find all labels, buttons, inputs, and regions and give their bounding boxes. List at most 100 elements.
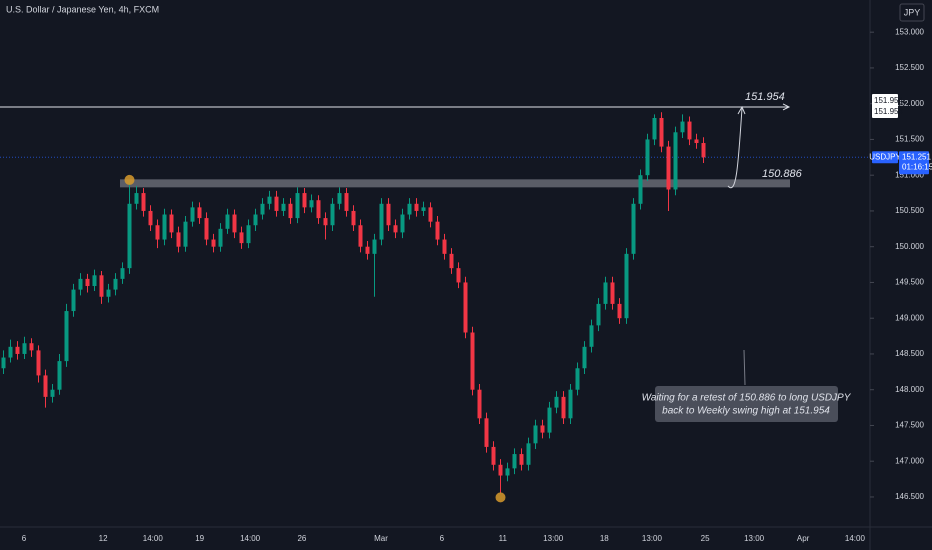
candle-body xyxy=(610,282,615,304)
level-axis-label: 151.954 xyxy=(874,107,903,116)
candle-body xyxy=(204,218,209,240)
y-tick-label: 147.000 xyxy=(895,456,924,465)
candle-body xyxy=(267,196,272,204)
candle-body xyxy=(533,425,538,444)
candle-body xyxy=(680,121,685,133)
x-tick-label: 14:00 xyxy=(143,534,164,543)
x-tick-label: 12 xyxy=(99,534,108,543)
candle-body xyxy=(491,446,496,465)
currency[interactable]: JPY xyxy=(904,7,921,17)
x-tick-label: 13:00 xyxy=(642,534,663,543)
candle-body xyxy=(239,232,244,244)
swing-high-arrow xyxy=(782,103,791,111)
x-tick-label: 13:00 xyxy=(543,534,564,543)
symbol-box xyxy=(872,151,898,164)
candle-body xyxy=(134,193,139,204)
candle-body xyxy=(281,203,286,211)
swing-marker xyxy=(495,492,506,503)
candle-body xyxy=(526,443,531,465)
candle-body xyxy=(197,207,202,219)
x-tick-label: 19 xyxy=(195,534,204,543)
candle-body xyxy=(582,346,587,369)
candle-body xyxy=(498,464,503,476)
candle-body xyxy=(673,132,678,190)
plot xyxy=(0,103,870,503)
candle-body xyxy=(50,389,55,397)
candle-body xyxy=(274,196,279,211)
candle-body xyxy=(155,225,160,240)
candle-body xyxy=(148,210,153,226)
candle-body xyxy=(463,282,468,333)
candle-body xyxy=(57,361,62,390)
candle-body xyxy=(589,325,594,347)
note-line-1: Waiting for a retest of 150.886 to long … xyxy=(642,393,852,404)
candle-body xyxy=(540,425,545,433)
candle-body xyxy=(344,193,349,211)
candle-body xyxy=(337,193,342,204)
y-tick-label: 147.500 xyxy=(895,421,924,430)
candle-body xyxy=(288,203,293,219)
candle-body xyxy=(603,282,608,304)
candle-body xyxy=(225,214,230,229)
candle-body xyxy=(309,200,314,208)
x-tick-label: 14:00 xyxy=(845,534,866,543)
candle-body xyxy=(414,203,419,211)
retest-zone xyxy=(120,179,790,188)
price-box xyxy=(899,151,929,175)
candle-body xyxy=(302,193,307,208)
candle-body xyxy=(666,146,671,190)
candle-body xyxy=(218,228,223,247)
candle-body xyxy=(624,253,629,319)
x-tick-label: 25 xyxy=(701,534,710,543)
candle-body xyxy=(169,214,174,233)
candle-body xyxy=(554,396,559,408)
x-tick-label: 26 xyxy=(297,534,306,543)
candle-body xyxy=(449,253,454,269)
candle-body xyxy=(365,246,370,254)
candle-body xyxy=(120,268,125,279)
chart-title: U.S. Dollar / Japanese Yen, 4h, FXCM xyxy=(6,4,159,14)
y-tick-label: 153.000 xyxy=(895,27,924,36)
last-price-label: 151.251 xyxy=(902,152,931,161)
x-tick-label: 13:00 xyxy=(744,534,765,543)
candle-body xyxy=(421,207,426,211)
x-tick-label: 6 xyxy=(440,534,445,543)
swing-high-label: 151.954 xyxy=(745,91,785,103)
candle-body xyxy=(106,289,111,297)
level-axis-label: 151.954 xyxy=(874,96,903,105)
candle-body xyxy=(386,203,391,226)
candle-body xyxy=(407,203,412,215)
candle-body xyxy=(92,275,97,287)
y-tick-label: 151.500 xyxy=(895,135,924,144)
y-tick-label: 152.500 xyxy=(895,63,924,72)
candle-body xyxy=(428,207,433,222)
candle-body xyxy=(113,278,118,290)
candle-body xyxy=(456,268,461,283)
candle-body xyxy=(22,343,27,354)
candle-body xyxy=(631,203,636,254)
currency-box[interactable] xyxy=(899,3,925,22)
y-tick-label: 150.000 xyxy=(895,242,924,251)
note-line-2: back to Weekly swing high at 151.954 xyxy=(662,406,830,417)
candle-body xyxy=(687,121,692,140)
candle-body xyxy=(470,332,475,390)
candle-body xyxy=(162,214,167,240)
candle-body xyxy=(190,207,195,222)
symbol-label: USDJPY xyxy=(869,152,901,161)
candle-body xyxy=(358,225,363,247)
y-tick-label: 152.000 xyxy=(895,99,924,108)
candle-body xyxy=(393,225,398,233)
x-tick-label: Mar xyxy=(374,534,388,543)
candle-body xyxy=(253,214,258,226)
candle-body xyxy=(351,210,356,226)
level-box xyxy=(872,93,898,118)
note-pointer xyxy=(743,349,746,386)
x-tick-label: 6 xyxy=(22,534,27,543)
candle-body xyxy=(561,396,566,419)
x-tick-label: 18 xyxy=(600,534,609,543)
candle-body xyxy=(379,203,384,240)
candle-body xyxy=(232,214,237,233)
candle-body xyxy=(36,350,41,376)
